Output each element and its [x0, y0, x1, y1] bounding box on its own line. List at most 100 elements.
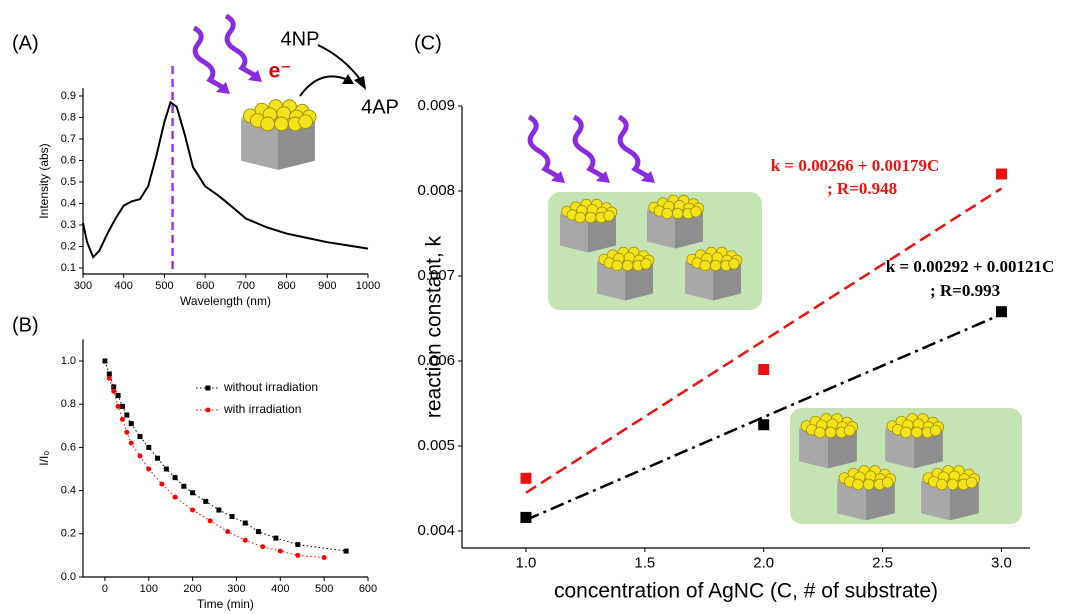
x-tick-label: 600: [359, 583, 377, 595]
point: [107, 371, 112, 376]
light-arrow: [619, 117, 655, 183]
point: [243, 521, 248, 526]
point: [181, 484, 186, 489]
illustration-c: [529, 117, 1022, 524]
y-axis-label: I/I₀: [37, 451, 51, 466]
annotation: ; R=0.948: [827, 179, 897, 198]
panel-label: (B): [12, 314, 39, 336]
y-tick-label: 0.2: [61, 240, 76, 252]
legend-label: without irradiation: [223, 380, 318, 394]
point: [124, 413, 129, 418]
light-arrow: [226, 16, 262, 82]
figure: 30040050060070080090010000.10.20.30.40.5…: [0, 0, 1070, 614]
nanocube: [560, 199, 617, 252]
annotation: 4NP: [281, 28, 320, 50]
point: [120, 417, 125, 422]
point: [111, 389, 116, 394]
point: [102, 359, 107, 364]
x-tick-label: 2.5: [872, 554, 893, 571]
point: [273, 536, 278, 541]
x-tick-label: 300: [227, 583, 245, 595]
nanocube: [799, 414, 858, 469]
point: [520, 473, 531, 484]
x-tick-label: 900: [318, 280, 336, 292]
point: [758, 364, 769, 375]
x-tick-label: 600: [196, 280, 214, 292]
y-axis-label: reaction constant, k: [423, 235, 446, 418]
x-tick-label: 500: [315, 583, 333, 595]
point: [243, 538, 248, 543]
point: [216, 508, 221, 513]
point: [159, 482, 164, 487]
point: [107, 376, 112, 381]
point: [295, 542, 300, 547]
nanocube: [837, 466, 896, 521]
electron-arrow: [300, 76, 348, 96]
point: [116, 404, 121, 409]
nanocube: [241, 100, 316, 170]
nanocube: [647, 195, 704, 248]
y-tick-label: 0.009: [417, 97, 455, 114]
annotation: e⁻: [269, 60, 292, 83]
y-tick-label: 0.8: [61, 398, 76, 410]
y-tick-label: 0.0: [61, 571, 76, 583]
point: [116, 393, 121, 398]
x-tick-label: 700: [237, 280, 255, 292]
nanocube: [921, 466, 980, 521]
panel-label: (C): [414, 32, 442, 54]
nanocube: [597, 247, 654, 300]
y-tick-label: 0.4: [61, 485, 76, 497]
y-tick-label: 0.8: [61, 111, 76, 123]
y-tick-label: 0.004: [417, 522, 455, 539]
x-axis-label: Wavelength (nm): [180, 294, 271, 308]
x-tick-label: 200: [183, 583, 201, 595]
y-tick-label: 0.4: [61, 197, 76, 209]
point: [164, 467, 169, 472]
point: [758, 419, 769, 430]
y-tick-label: 0.3: [61, 219, 76, 231]
annotation: k = 0.00292 + 0.00121C: [886, 257, 1055, 276]
point: [155, 456, 160, 461]
nanocube: [885, 414, 944, 469]
x-tick-label: 1000: [356, 280, 380, 292]
point: [322, 555, 327, 560]
arrow-head: [354, 76, 366, 90]
spectrum-line: [83, 102, 368, 257]
point: [138, 454, 143, 459]
y-tick-label: 0.6: [61, 154, 76, 166]
x-tick-label: 400: [271, 583, 289, 595]
y-tick-label: 0.005: [417, 437, 455, 454]
y-axis-label: Intensity (abs): [37, 143, 51, 218]
y-tick-label: 0.9: [61, 90, 76, 102]
point: [124, 430, 129, 435]
x-tick-label: 300: [74, 280, 92, 292]
point: [230, 514, 235, 519]
light-arrow: [574, 117, 610, 183]
point: [260, 544, 265, 549]
legend-marker: [206, 386, 211, 391]
y-tick-label: 0.1: [61, 262, 76, 274]
light-arrow: [529, 117, 565, 183]
point: [129, 441, 134, 446]
x-tick-label: 3.0: [991, 554, 1012, 571]
x-tick-label: 1.5: [634, 554, 655, 571]
point: [190, 508, 195, 513]
y-tick-label: 0.6: [61, 441, 76, 453]
point: [225, 529, 230, 534]
y-tick-label: 0.2: [61, 528, 76, 540]
x-tick-label: 400: [115, 280, 133, 292]
point: [190, 490, 195, 495]
legend-marker: [206, 408, 211, 413]
annotation: 4AP: [361, 96, 399, 118]
point: [208, 518, 213, 523]
point: [344, 549, 349, 554]
point: [256, 529, 261, 534]
x-tick-label: 0: [102, 583, 108, 595]
point: [173, 475, 178, 480]
point: [203, 499, 208, 504]
point: [138, 434, 143, 439]
annotation: ; R=0.993: [930, 281, 1000, 300]
point: [146, 445, 151, 450]
y-tick-label: 0.008: [417, 182, 455, 199]
page: 30040050060070080090010000.10.20.30.40.5…: [0, 0, 1070, 614]
